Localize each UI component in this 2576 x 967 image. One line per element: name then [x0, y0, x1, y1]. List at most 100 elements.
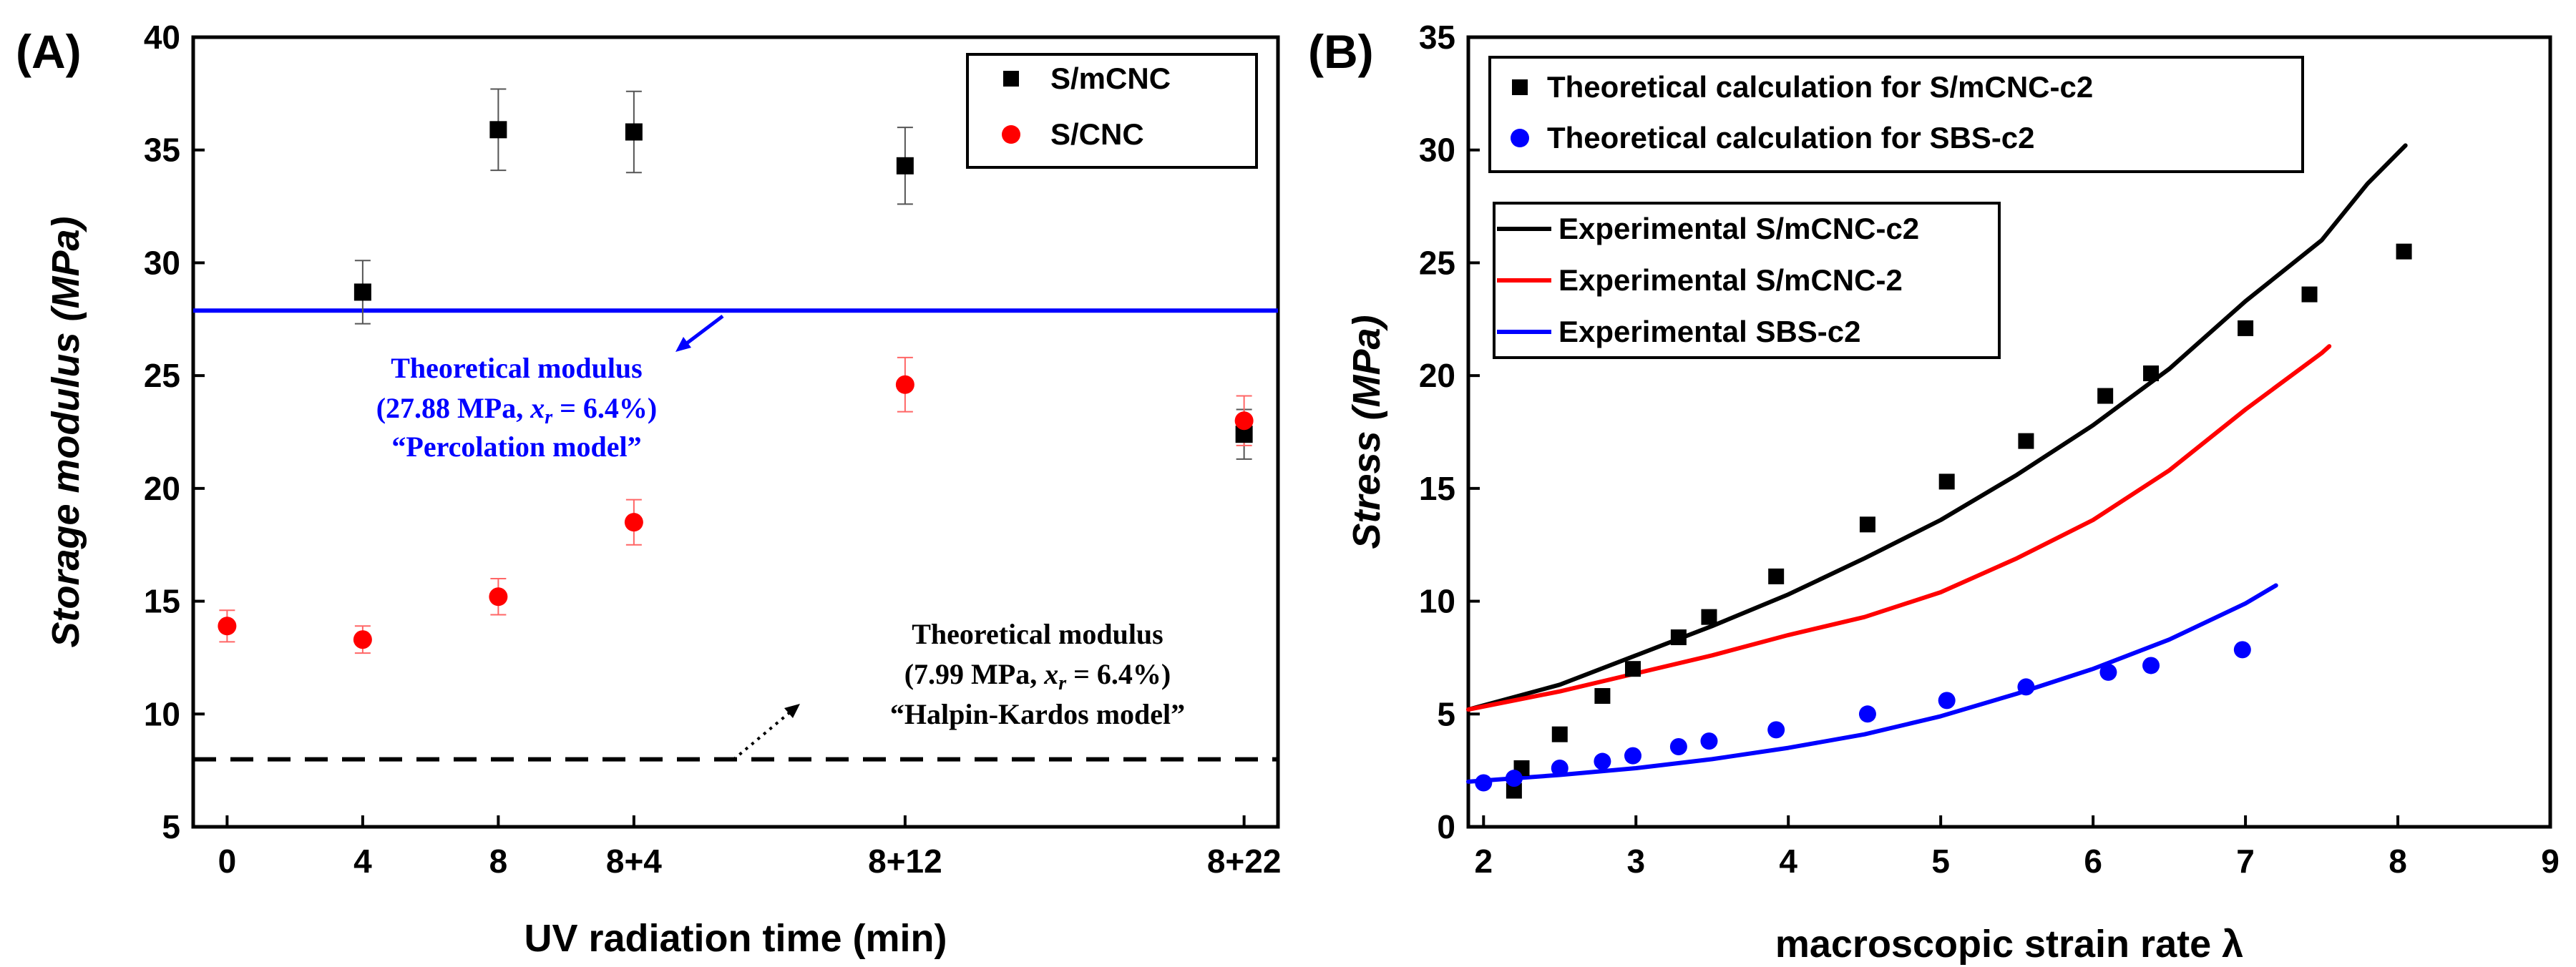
panel-b: (B) 0 5 10 15 20 25 30 35 2 3 4 5 6 7 8 9 Theoretical … — [1308, 19, 2560, 966]
point-theory-s-mcnc-c2 — [2018, 433, 2034, 449]
panel-a: (A) 5 10 15 20 25 30 35 40 0 4 8 8+4 8+12 8+22 Theor… — [16, 19, 1281, 960]
y-tick-label-a: 40 — [144, 19, 180, 56]
y-tick-label-b: 20 — [1419, 357, 1455, 394]
y-tick-label-a: 30 — [144, 244, 180, 281]
plot-frame-b — [1466, 35, 2552, 829]
point-theory-sbs-c2 — [2099, 663, 2117, 681]
y-tick-label-b: 30 — [1419, 132, 1455, 169]
line-exp-sbs-c2 — [1466, 583, 2278, 784]
annotation-percolation-arrow — [683, 315, 724, 346]
point-theory-sbs-c2 — [1938, 692, 1956, 710]
x-tick-label-a: 8+4 — [606, 843, 662, 880]
legend-b-scatter-frame — [1488, 56, 2304, 173]
point-s-cnc — [218, 617, 237, 636]
x-tick-label-a: 0 — [218, 843, 237, 880]
panel-b-label: (B) — [1308, 25, 1374, 78]
annotation-halpin-model: “Halpin-Kardos model” — [890, 698, 1185, 730]
annotation-halpin-title: Theoretical modulus — [912, 618, 1163, 650]
point-s-mcnc — [896, 157, 914, 175]
legend-marker-circle — [1002, 125, 1020, 144]
x-tick-label-b: 2 — [1474, 843, 1493, 880]
point-theory-sbs-c2 — [1551, 759, 1568, 777]
point-theory-s-mcnc-c2 — [2396, 243, 2412, 260]
annotation-halpin-arrow — [732, 710, 792, 761]
legend-a: S/mCNC S/CNC — [966, 53, 1258, 169]
y-tick-label-a: 35 — [144, 132, 180, 169]
x-tick-label-a: 8 — [489, 843, 508, 880]
legend-b-lines: Experimental S/mCNC-c2 Experimental S/mC… — [1493, 202, 2001, 359]
legend-marker-theory-mcnc — [1512, 79, 1528, 95]
point-theory-s-mcnc-c2 — [1551, 726, 1568, 742]
x-tick-label-b: 3 — [1626, 843, 1645, 880]
y-tick-label-b: 0 — [1437, 808, 1455, 845]
y-tick-label-a: 5 — [162, 808, 180, 845]
point-s-cnc — [895, 375, 914, 394]
point-theory-s-mcnc-c2 — [1938, 473, 1955, 490]
plot-frame-a — [191, 35, 1280, 829]
line-exp-s-mcnc-2 — [1466, 344, 2332, 712]
point-theory-s-mcnc-c2 — [2097, 388, 2114, 404]
line-exp-s-mcnc-c2 — [1466, 143, 2408, 712]
point-theory-s-mcnc-c2 — [1624, 661, 1641, 677]
point-theory-sbs-c2 — [1669, 738, 1687, 756]
point-theory-sbs-c2 — [2142, 657, 2160, 674]
x-tick-label-b: 7 — [2236, 843, 2255, 880]
legend-marker-theory-sbs — [1511, 129, 1529, 147]
point-theory-sbs-c2 — [2233, 641, 2251, 659]
x-tick-label-b: 4 — [1779, 843, 1797, 880]
point-theory-sbs-c2 — [1505, 770, 1523, 787]
y-tick-label-b: 35 — [1419, 19, 1455, 56]
annotation-percolation-model: “Percolation model” — [391, 431, 641, 463]
x-tick-label-a: 4 — [353, 843, 372, 880]
point-s-mcnc — [353, 283, 371, 301]
y-tick-label-b: 25 — [1419, 244, 1455, 281]
x-tick-label-b: 6 — [2084, 843, 2102, 880]
legend-b-scatter: Theoretical calculation for S/mCNC-c2 Th… — [1488, 56, 2304, 173]
annotation-halpin-value: (7.99 MPa, xr = 6.4%) — [904, 658, 1171, 694]
point-theory-sbs-c2 — [1594, 752, 1611, 770]
x-tick-label-b: 9 — [2541, 843, 2560, 880]
point-theory-s-mcnc-c2 — [1768, 568, 1785, 584]
annotation-percolation-value: (27.88 MPa, xr = 6.4%) — [376, 392, 658, 428]
y-axis-title-a: Storage modulus (MPa) — [44, 216, 87, 647]
legend-label-theory-mcnc: Theoretical calculation for S/mCNC-c2 — [1547, 70, 2093, 104]
point-theory-s-mcnc-c2 — [2143, 365, 2160, 381]
y-tick-label-b: 15 — [1419, 470, 1455, 507]
legend-label-s-mcnc: S/mCNC — [1050, 62, 1171, 95]
annotation-halpin-arrowhead — [784, 704, 800, 718]
point-theory-sbs-c2 — [1624, 747, 1641, 765]
legend-label-s-cnc: S/CNC — [1050, 117, 1144, 151]
y-tick-label-a: 10 — [144, 695, 180, 732]
point-theory-s-mcnc-c2 — [1506, 782, 1522, 799]
point-theory-s-mcnc-c2 — [2238, 320, 2254, 336]
point-theory-s-mcnc-c2 — [1670, 629, 1687, 646]
annotation-percolation-title: Theoretical modulus — [391, 352, 643, 384]
x-tick-label-b: 5 — [1931, 843, 1950, 880]
point-theory-sbs-c2 — [1858, 705, 1876, 723]
point-theory-s-mcnc-c2 — [1859, 516, 1875, 533]
x-tick-label-a: 8+12 — [868, 843, 942, 880]
legend-b-lines-frame — [1493, 202, 2001, 359]
panel-a-label: (A) — [16, 25, 82, 78]
legend-label-theory-sbs: Theoretical calculation for SBS-c2 — [1547, 121, 2035, 154]
x-axis-title-b: macroscopic strain rate λ — [1775, 923, 2243, 966]
point-s-cnc — [624, 513, 643, 532]
y-tick-label-b: 10 — [1419, 583, 1455, 620]
point-theory-sbs-c2 — [2017, 678, 2035, 696]
x-tick-label-a: 8+22 — [1207, 843, 1282, 880]
point-s-cnc — [1234, 411, 1254, 431]
point-theory-sbs-c2 — [1475, 774, 1493, 792]
legend-marker-square — [1003, 71, 1019, 87]
point-theory-sbs-c2 — [1700, 732, 1718, 750]
y-tick-label-a: 20 — [144, 470, 180, 507]
point-theory-s-mcnc-c2 — [1594, 688, 1611, 705]
legend-label-exp-mcnc-2: Experimental S/mCNC-2 — [1558, 263, 1903, 297]
y-tick-label-b: 5 — [1437, 695, 1455, 732]
annotation-percolation: Theoretical modulus (27.88 MPa, xr = 6.4… — [376, 352, 658, 463]
y-tick-label-a: 25 — [144, 357, 180, 394]
annotation-percolation-arrowhead — [675, 337, 691, 352]
point-s-mcnc — [625, 123, 643, 141]
x-axis-title-a: UV radiation time (min) — [524, 917, 947, 960]
x-tick-label-b: 8 — [2389, 843, 2407, 880]
